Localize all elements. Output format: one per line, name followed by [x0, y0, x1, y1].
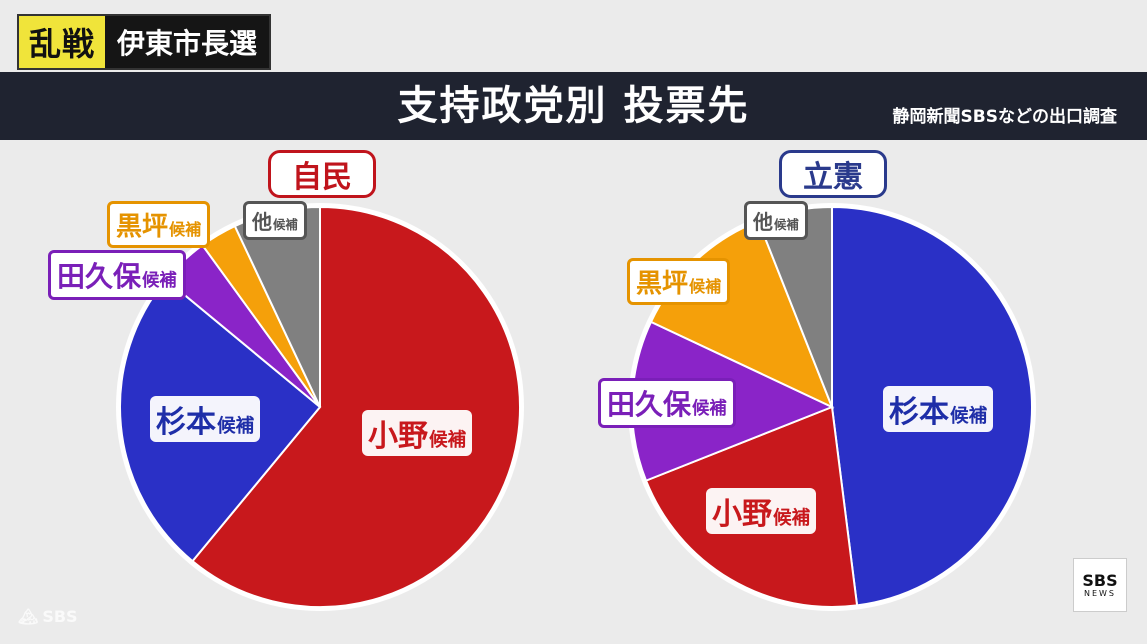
slice-label-0-0: 小野 候補 — [362, 410, 473, 456]
page-title: 支持政党別 投票先 — [397, 83, 750, 129]
slice-name: 他 — [252, 210, 272, 234]
slice-suffix: 候補 — [217, 416, 255, 437]
slice-suffix: 候補 — [773, 508, 811, 529]
slice-label-1-3: 黒坪 候補 — [627, 258, 731, 305]
watermark-icon: 🏔 — [18, 607, 39, 626]
sbs-news-logo: SBS NEWS — [1073, 558, 1127, 612]
slice-name: 杉本 — [889, 395, 949, 430]
chart-title-1: 立憲 — [779, 150, 887, 198]
slice-name: 他 — [753, 210, 773, 234]
title-band: 支持政党別 投票先 静岡新聞SBSなどの出口調査 — [0, 72, 1147, 140]
slice-suffix: 候補 — [429, 430, 467, 451]
topic-text: 伊東市長選 — [117, 27, 258, 60]
slice-suffix: 候補 — [142, 271, 177, 291]
topic-accent: 乱戦 — [19, 16, 106, 68]
pie-slice-0-0 — [191, 205, 521, 608]
slice-name: 杉本 — [156, 405, 216, 440]
slice-suffix: 候補 — [273, 217, 298, 232]
logo-line2: NEWS — [1083, 588, 1117, 598]
logo-line1: SBS — [1082, 570, 1118, 590]
slice-name: 小野 — [368, 419, 428, 454]
slice-suffix: 候補 — [774, 217, 799, 232]
slice-label-1-0: 杉本 候補 — [883, 386, 994, 432]
slice-label-1-4: 他候補 — [744, 201, 808, 240]
slice-label-1-2: 田久保 候補 — [598, 378, 736, 428]
slice-name: 小野 — [712, 497, 772, 532]
slice-suffix: 候補 — [689, 277, 722, 296]
chart-title-0: 自民 — [268, 150, 376, 198]
watermark-text: SBS — [42, 607, 78, 626]
slice-name: 黒坪 — [636, 269, 689, 299]
slice-name: 田久保 — [57, 260, 142, 293]
slice-name: 黒坪 — [116, 212, 169, 242]
slice-suffix: 候補 — [950, 406, 988, 427]
slice-label-0-1: 杉本 候補 — [150, 396, 261, 442]
slice-label-0-4: 他候補 — [243, 201, 307, 240]
slice-label-0-2: 田久保 候補 — [48, 250, 186, 300]
slice-label-1-1: 小野 候補 — [706, 488, 817, 534]
slice-suffix: 候補 — [169, 220, 202, 239]
slice-suffix: 候補 — [692, 399, 727, 419]
source-note: 静岡新聞SBSなどの出口調査 — [892, 107, 1117, 127]
watermark: 🏔 SBS — [18, 607, 78, 626]
slice-name: 田久保 — [607, 388, 692, 421]
topic-tag: 乱戦 伊東市長選 — [17, 14, 272, 70]
slice-label-0-3: 黒坪 候補 — [107, 201, 211, 248]
